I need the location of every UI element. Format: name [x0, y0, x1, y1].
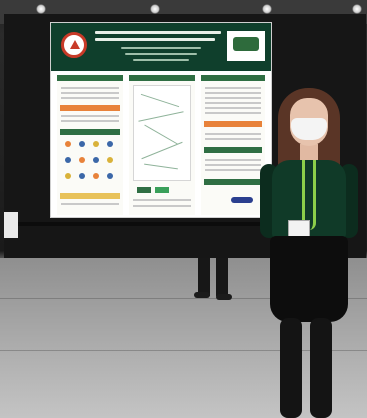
poster-figure [93, 157, 99, 163]
ceiling-light [262, 4, 272, 14]
poster-logo-strip [231, 197, 253, 203]
poster-figure [65, 157, 71, 163]
lanyard [302, 160, 316, 230]
poster-figure [65, 141, 71, 147]
shoe [194, 292, 210, 298]
shoe [216, 294, 232, 300]
poster-affiliation-line [133, 59, 189, 61]
leg [280, 318, 302, 418]
poster-title-line [95, 31, 221, 34]
poster-figure [79, 173, 85, 179]
poster-figure [93, 173, 99, 179]
black-skirt [270, 236, 348, 322]
poster-author-line [125, 53, 197, 55]
poster-figure [79, 157, 85, 163]
university-logo [61, 32, 87, 58]
poster-figure [65, 173, 71, 179]
partner-logo [227, 31, 265, 61]
poster-title-line [95, 38, 215, 41]
poster-figure [79, 141, 85, 147]
face-mask [291, 118, 327, 140]
poster-column-left [57, 75, 123, 215]
visitor-legs [194, 258, 232, 302]
board-edge [4, 222, 304, 226]
ceiling-light [36, 4, 46, 14]
poster-figure [107, 157, 113, 163]
poster-figure [107, 173, 113, 179]
leg [310, 318, 332, 418]
poster-figure [107, 141, 113, 147]
poster-column-middle [129, 75, 195, 215]
ceiling-light [352, 4, 362, 14]
presenter [254, 88, 364, 418]
side-sign [4, 212, 18, 238]
ceiling-light [150, 4, 160, 14]
poster-author-line [121, 47, 201, 49]
poster-figure [93, 141, 99, 147]
poster-header [51, 23, 271, 71]
poster-column-right [201, 75, 265, 215]
research-poster [50, 22, 272, 218]
poster-map-figure [133, 85, 191, 181]
